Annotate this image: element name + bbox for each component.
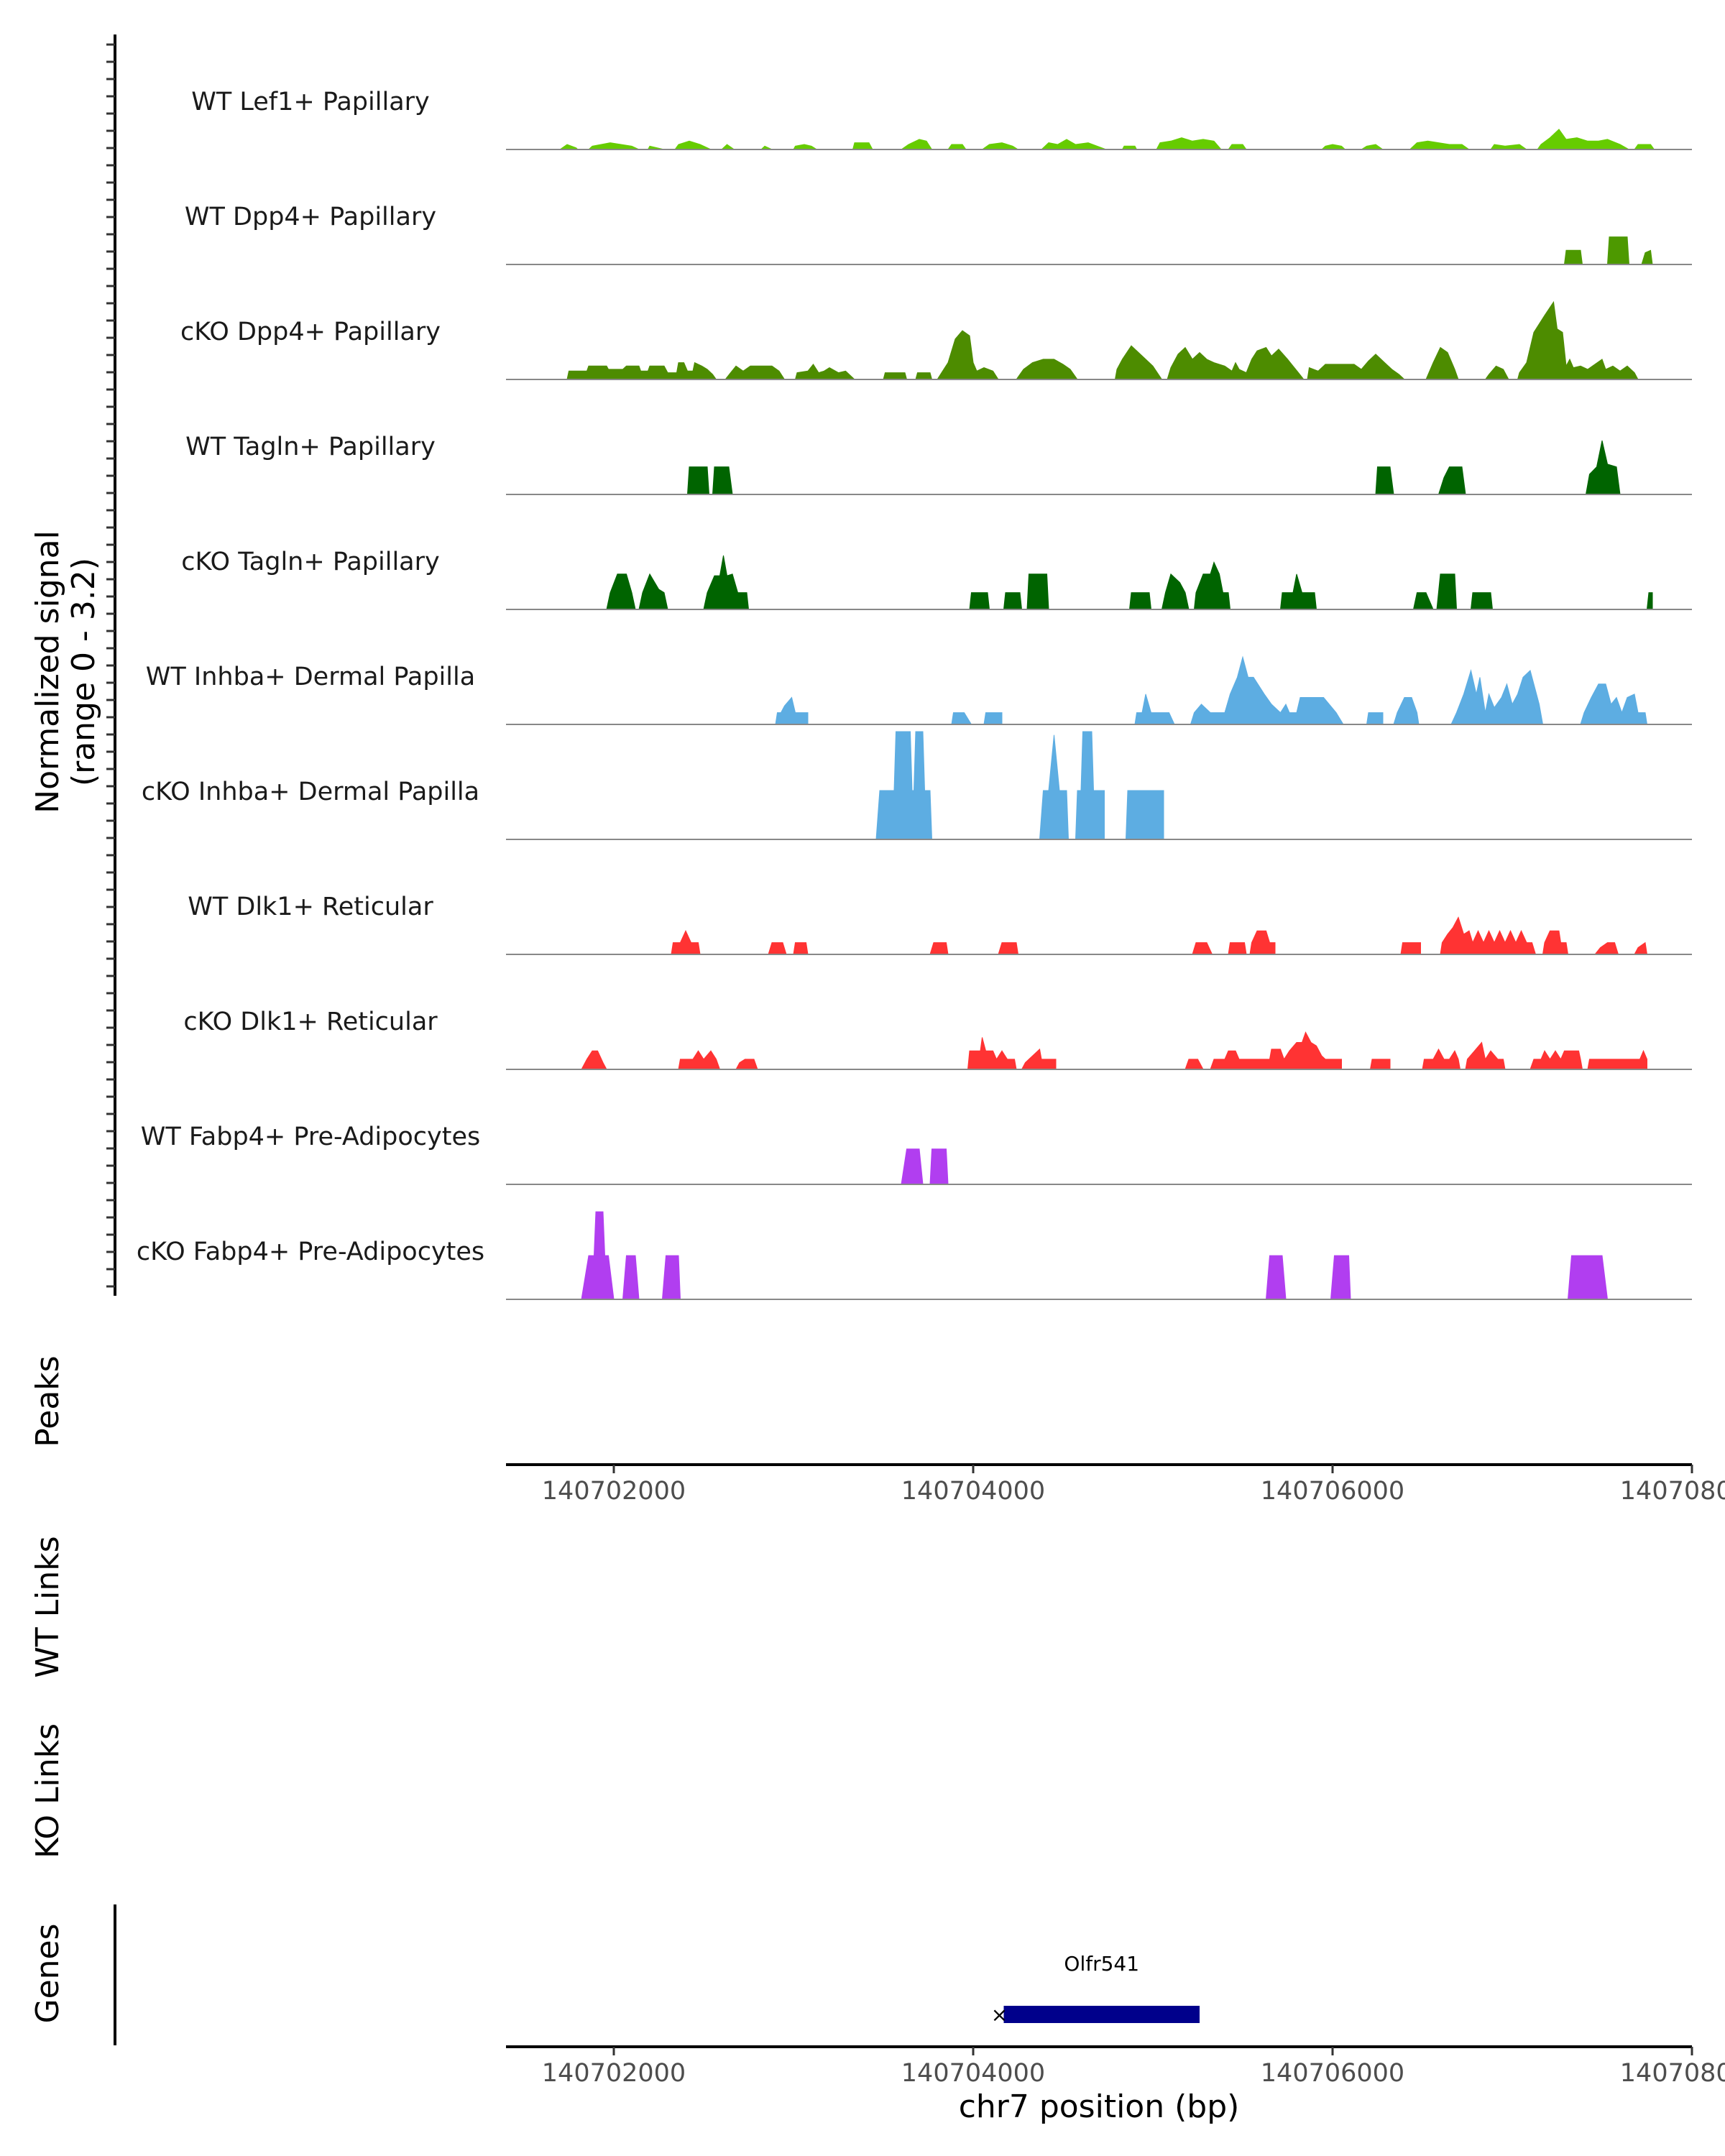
gene-label: Olfr541 [1064,1952,1139,1976]
ko-links-panel-label: KO Links [29,1723,66,1858]
track-signal-area [581,1211,1609,1300]
track-signal-area [686,440,1621,495]
x-tick-label: 140704000 [901,2059,1045,2088]
track-label: cKO Dpp4+ Papillary [180,318,441,346]
genes-label: Genes [29,1923,66,2023]
track-signal-area [875,731,1164,840]
x-tick-label: 140708000 [1620,2059,1725,2088]
wt-links-label: WT Links [29,1536,66,1677]
track-signal-area [558,129,1655,150]
x-tick-label: 140702000 [542,2059,686,2088]
track-signal-area [1563,236,1653,265]
x-tick-label: 140706000 [1261,1477,1404,1506]
x-axis-ticks-top: 140702000 140704000 140706000 140708000 [542,1465,1725,1506]
y-axis-title-line-1: Normalized signal [29,530,66,814]
y-axis-title-line-2: (range 0 - 3.2) [65,558,102,786]
track-3: WT Tagln+ Papillary [185,433,1692,495]
x-axis-ticks-bottom: 140702000 140704000 140706000 140708000 [542,2047,1725,2088]
y-axis-title: Normalized signal [29,530,66,814]
track-1: WT Dpp4+ Papillary [185,203,1692,265]
track-label: WT Lef1+ Papillary [191,88,430,116]
track-label: WT Dlk1+ Reticular [188,893,433,921]
ko-links-label: KO Links [29,1723,66,1858]
track-label: WT Dpp4+ Papillary [185,203,436,231]
x-tick-label: 140702000 [542,1477,686,1506]
gene-body [1003,2006,1200,2023]
track-label: cKO Fabp4+ Pre-Adipocytes [137,1238,484,1266]
track-0: WT Lef1+ Papillary [191,88,1692,150]
gene-strand-marker: × [991,2003,1008,2027]
track-signal-area [606,555,1653,610]
track-10: cKO Fabp4+ Pre-Adipocytes [137,1211,1692,1300]
track-label: WT Tagln+ Papillary [185,433,436,461]
track-4: cKO Tagln+ Papillary [181,548,1692,610]
track-label: cKO Inhba+ Dermal Papilla [142,778,479,806]
gene-annotation: Olfr541 × [991,1952,1200,2027]
track-label: WT Fabp4+ Pre-Adipocytes [141,1123,480,1151]
peaks-panel-label: Peaks [29,1355,66,1447]
track-5: WT Inhba+ Dermal Papilla [146,655,1692,725]
y-axis-subtitle: (range 0 - 3.2) [65,558,102,786]
track-signal-area [901,1148,949,1185]
track-2: cKO Dpp4+ Papillary [180,300,1692,380]
y-axis-ticks [106,43,115,1288]
track-7: WT Dlk1+ Reticular [188,893,1692,955]
track-signal-area [671,916,1648,955]
track-9: WT Fabp4+ Pre-Adipocytes [141,1123,1692,1185]
track-6: cKO Inhba+ Dermal Papilla [142,731,1692,840]
track-label: WT Inhba+ Dermal Papilla [146,663,475,691]
track-label: cKO Tagln+ Papillary [181,548,440,576]
peaks-label: Peaks [29,1355,66,1447]
track-signal-area [775,655,1648,725]
coverage-tracks: WT Lef1+ Papillary WT Dpp4+ Papillary cKO … [137,88,1692,1300]
genes-panel-label: Genes [29,1923,66,2023]
track-signal-area [581,1031,1647,1070]
x-axis-title: chr7 position (bp) [959,2088,1240,2125]
track-8: cKO Dlk1+ Reticular [183,1008,1692,1070]
track-signal-area [566,300,1639,380]
x-tick-label: 140706000 [1261,2059,1404,2088]
wt-links-panel-label: WT Links [29,1536,66,1677]
x-tick-label: 140704000 [901,1477,1045,1506]
x-tick-label: 140708000 [1620,1477,1725,1506]
track-label: cKO Dlk1+ Reticular [183,1008,438,1036]
